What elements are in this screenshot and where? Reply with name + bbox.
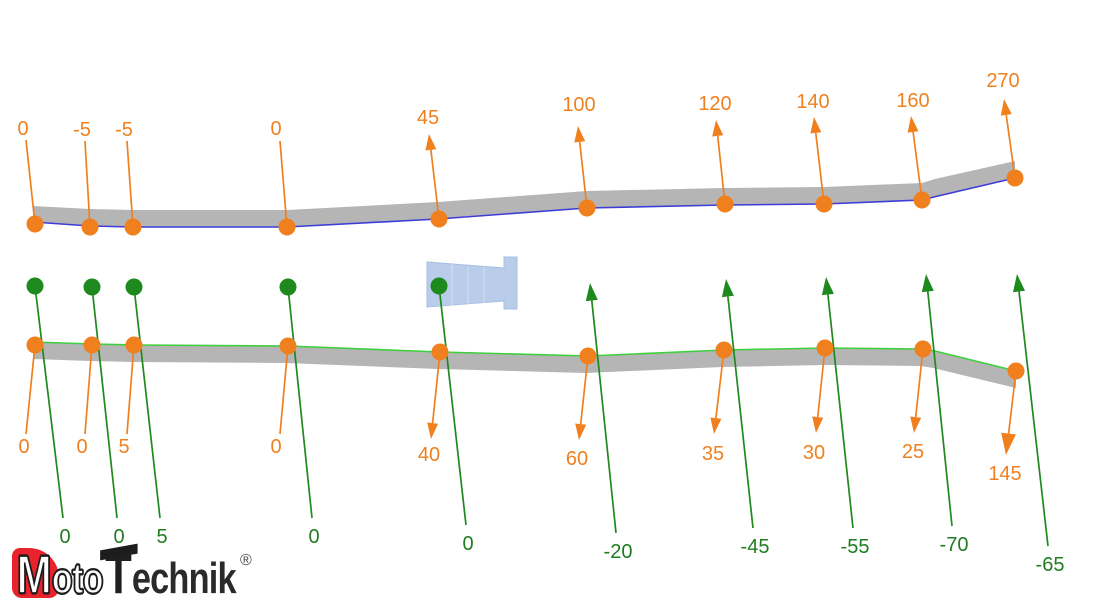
lower-orange-measurement-arrowhead [710, 417, 722, 434]
lower-green-measurement-line [926, 291, 953, 527]
lower-orange-measurement-dot [279, 337, 297, 355]
lower-green-measurement-dot [430, 277, 448, 295]
lower-beam-band [33, 342, 1016, 388]
lower-green-measurement-arrowhead [721, 279, 734, 298]
upper-measurement-dot [716, 195, 734, 213]
upper-measurement-line [1005, 114, 1016, 179]
upper-measurement-arrowhead [574, 126, 586, 143]
lower-orange-measurement-dot [26, 336, 44, 354]
lower-green-measurement-line [34, 285, 64, 519]
lower-green-measurement-line [590, 300, 617, 534]
lower-green-measurement-line [438, 285, 467, 526]
lower-orange-measurement-arrowhead [910, 416, 922, 433]
lower-orange-measurement-line [84, 344, 93, 435]
logo-letters-oto: oto [51, 554, 104, 603]
lower-green-measurement-dot [279, 278, 297, 296]
upper-measurement-line [814, 132, 825, 205]
upper-measurement-line [430, 149, 440, 220]
lower-orange-measurement-line [431, 351, 441, 424]
lower-green-measurement-line [727, 296, 754, 529]
upper-measurement-line [578, 141, 588, 209]
upper-measurement-dot [278, 218, 296, 236]
upper-measurement-line [279, 140, 288, 228]
lower-orange-measurement-arrowhead [427, 422, 439, 439]
upper-measurement-dot [26, 215, 44, 233]
logo-letters-echnik: echnik [131, 554, 237, 603]
upper-measurement-dot [430, 210, 448, 228]
lower-orange-measurement-line [715, 349, 725, 419]
upper-measurement-arrowhead [425, 134, 437, 151]
lower-green-measurement-line [133, 286, 161, 519]
upper-measurement-dot [913, 191, 931, 209]
lower-orange-measurement-line [816, 347, 826, 418]
lower-orange-measurement-dot [83, 336, 101, 354]
marker-layer [25, 99, 1049, 547]
upper-measurement-arrowhead [1000, 99, 1012, 116]
upper-measurement-arrowhead [712, 120, 724, 137]
lower-green-measurement-arrowhead [921, 274, 934, 293]
lower-orange-measurement-line [126, 344, 135, 435]
mototechnik-logo: MotoTechnik ® [12, 543, 292, 608]
upper-measurement-arrowhead [907, 116, 919, 133]
lower-orange-measurement-dot [914, 340, 932, 358]
lower-green-measurement-arrowhead [585, 283, 598, 302]
upper-measurement-line [716, 135, 726, 205]
lower-green-measurement-dot [83, 278, 101, 296]
upper-measurement-dot [578, 199, 596, 217]
lower-orange-measurement-dot [125, 336, 143, 354]
upper-measurement-dot [1006, 169, 1024, 187]
logo-text: MotoTechnik [12, 543, 237, 605]
lower-green-measurement-arrowhead [821, 277, 834, 296]
lower-orange-measurement-line [579, 355, 589, 425]
lower-green-measurement-line [827, 294, 854, 529]
lower-orange-measurement-arrowhead [575, 423, 587, 440]
lower-orange-measurement-dot [431, 343, 449, 361]
upper-measurement-arrowhead [810, 117, 822, 134]
lower-green-measurement-line [287, 286, 313, 519]
lower-orange-measurement-dot [1007, 362, 1025, 380]
fixture-shape-detail [451, 264, 485, 306]
lower-green-measurement-arrowhead [1013, 274, 1025, 293]
upper-measurement-line [126, 140, 134, 228]
logo-letter-m: M [16, 545, 52, 605]
upper-measurement-dot [815, 195, 833, 213]
lower-orange-measurement-dot [579, 347, 597, 365]
upper-measurement-line [912, 131, 923, 201]
upper-measurement-line [84, 140, 91, 228]
lower-orange-measurement-line [1007, 370, 1017, 434]
registered-trademark-icon: ® [240, 552, 252, 569]
lower-green-measurement-line [91, 286, 118, 519]
lower-green-measurement-dot [26, 277, 44, 295]
lower-orange-measurement-arrowhead [812, 416, 824, 433]
upper-beam-band [33, 161, 1015, 227]
lower-orange-measurement-dot [715, 341, 733, 359]
lower-green-measurement-line [1018, 291, 1049, 547]
lower-orange-measurement-line [25, 344, 36, 435]
upper-measurement-dot [124, 218, 142, 236]
lower-green-measurement-dot [125, 278, 143, 296]
lower-orange-measurement-line [279, 345, 289, 435]
lower-orange-measurement-line [914, 348, 924, 418]
lower-orange-measurement-arrowhead [1001, 432, 1016, 455]
lower-orange-measurement-dot [816, 339, 834, 357]
upper-measurement-line [25, 139, 36, 225]
upper-measurement-dot [81, 218, 99, 236]
